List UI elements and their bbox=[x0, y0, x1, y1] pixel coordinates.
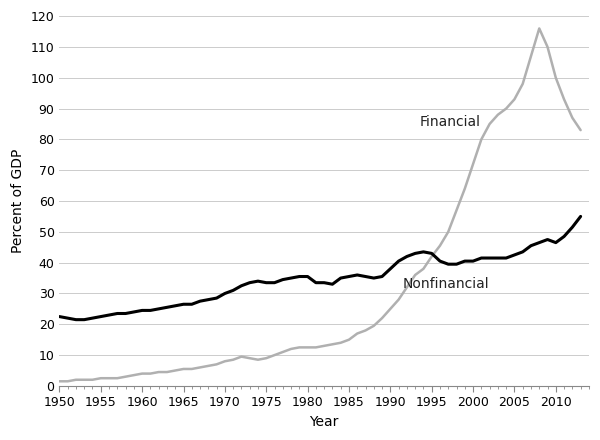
X-axis label: Year: Year bbox=[310, 415, 339, 429]
Y-axis label: Percent of GDP: Percent of GDP bbox=[11, 149, 25, 253]
Text: Nonfinancial: Nonfinancial bbox=[403, 276, 490, 290]
Text: Financial: Financial bbox=[419, 114, 480, 128]
